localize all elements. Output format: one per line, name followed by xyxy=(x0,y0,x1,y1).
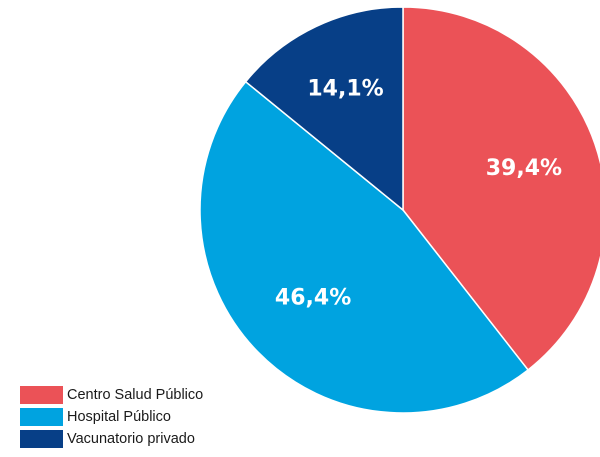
slice-value-label: 39,4% xyxy=(486,156,562,181)
legend-swatch-centro-salud-publico xyxy=(20,386,63,404)
legend-label: Centro Salud Público xyxy=(67,387,204,403)
legend: Centro Salud Público Hospital Público Va… xyxy=(20,384,203,450)
legend-item: Hospital Público xyxy=(20,406,203,428)
legend-item: Vacunatorio privado xyxy=(20,428,203,450)
legend-swatch-vacunatorio-privado xyxy=(20,430,63,448)
pie-slice-vacunatorio-privado xyxy=(244,6,404,212)
pie-slice-centro-salud-publico xyxy=(402,6,600,371)
legend-swatch-hospital-publico xyxy=(20,408,63,426)
legend-label: Vacunatorio privado xyxy=(67,431,195,447)
slice-value-label: 46,4% xyxy=(275,286,351,311)
pie-slice-hospital-publico xyxy=(199,80,530,414)
legend-item: Centro Salud Público xyxy=(20,384,203,406)
slice-value-label: 14,1% xyxy=(307,76,383,101)
legend-label: Hospital Público xyxy=(67,409,171,425)
